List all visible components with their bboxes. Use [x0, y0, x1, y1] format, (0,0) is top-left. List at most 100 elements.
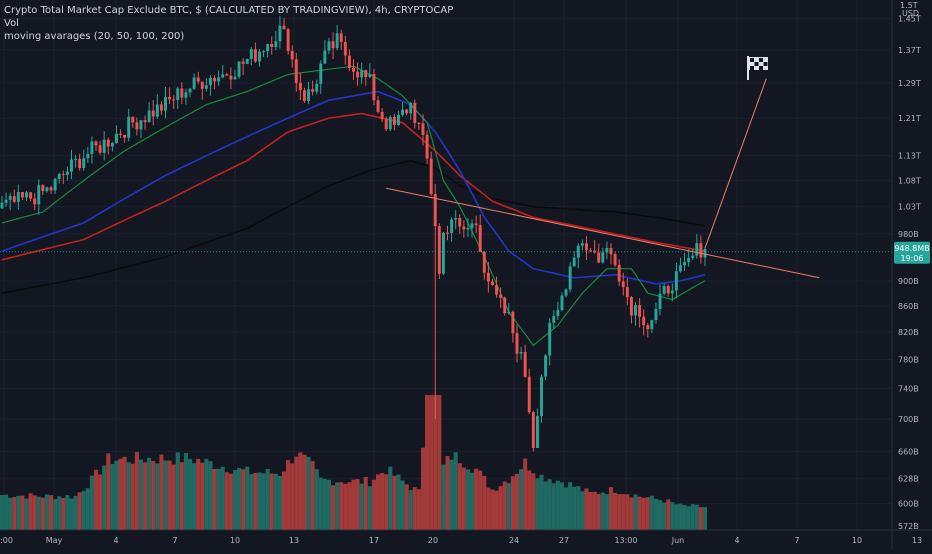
candle-body [433, 194, 437, 227]
volume-bar [396, 474, 401, 530]
volume-bar [637, 496, 642, 530]
candle-body [131, 116, 135, 123]
price-top-label: 1.5T [900, 1, 918, 10]
volume-bar [425, 395, 430, 530]
volume-bar [277, 475, 282, 530]
time-tick-label: 13 [289, 536, 299, 545]
price-tick-label: 660B [898, 447, 919, 456]
candle-body [339, 33, 343, 43]
candle-body [576, 245, 580, 258]
time-tick-label: 3:00 [0, 536, 13, 545]
volume-bar [36, 496, 41, 530]
volume-bar [486, 487, 491, 530]
volume-bar [126, 462, 131, 530]
volume-bar [151, 460, 156, 530]
candle-body [315, 83, 319, 92]
volume-bar [343, 483, 348, 530]
volume-bar [584, 488, 589, 530]
symbol-title[interactable]: Crypto Total Market Cap Exclude BTC, $ (… [4, 5, 454, 16]
candle-body [352, 67, 355, 72]
candle-body [94, 141, 98, 146]
candle-body [605, 248, 609, 253]
candle-body [20, 191, 24, 198]
volume-bar [273, 473, 278, 530]
candle-body [0, 202, 4, 209]
candle-body [331, 41, 335, 49]
volume-bar [363, 476, 368, 530]
candle-body [147, 110, 151, 122]
volume-bar [437, 395, 442, 530]
currency-label: USD [902, 9, 919, 18]
candle-body [258, 51, 261, 62]
projection-line [704, 78, 767, 249]
volume-bar [441, 464, 446, 530]
candle-body [155, 104, 159, 117]
candle-body [519, 352, 523, 354]
price-tick-label: 1.13T [898, 152, 921, 161]
price-tick-label: 1.37T [898, 46, 921, 55]
candle-body [360, 70, 364, 78]
candle-body [425, 134, 429, 159]
time-tick-label: 13:00 [614, 536, 637, 545]
candle-body [552, 316, 556, 323]
candle-body [372, 74, 376, 101]
price-tick-label: 740B [898, 384, 919, 393]
volume-bar [449, 459, 454, 530]
candle-body [29, 192, 33, 199]
volume-bar [555, 480, 560, 530]
volume-bar [204, 458, 209, 530]
candle-body [86, 153, 90, 159]
candle-body [625, 287, 629, 298]
volume-indicator-label[interactable]: Vol [4, 18, 19, 29]
candle-body [421, 123, 425, 135]
volume-bar [371, 479, 376, 530]
candle-body [135, 122, 139, 130]
volume-bar [224, 472, 229, 530]
candle-body [302, 90, 306, 102]
volume-bar [53, 499, 58, 530]
volume-bar [196, 458, 201, 530]
volume-bar [339, 482, 344, 530]
candle-body [364, 70, 368, 77]
candle-body [188, 88, 192, 93]
candle-body [114, 133, 118, 143]
volume-bar [192, 463, 197, 530]
candle-body [278, 25, 282, 42]
ma-indicator-label[interactable]: moving avarages (20, 50, 100, 200) [4, 31, 185, 42]
candle-body [572, 257, 576, 267]
chart-legend: Crypto Total Market Cap Exclude BTC, $ (… [4, 4, 453, 43]
volume-bar [662, 502, 667, 530]
price-tick-label: 820B [898, 328, 919, 337]
candle-body [233, 76, 237, 80]
volume-bar [241, 469, 246, 530]
volume-bar [375, 474, 381, 530]
volume-bar [469, 472, 475, 530]
volume-bar [600, 492, 605, 530]
volume-bar [506, 483, 511, 530]
candle-body [241, 61, 245, 64]
candle-body [237, 61, 241, 77]
candle-body [490, 281, 494, 286]
candle-body [53, 178, 57, 191]
volume-bar [576, 486, 581, 530]
candle-body [12, 196, 16, 202]
candle-body [37, 185, 41, 205]
volume-bar [380, 472, 385, 530]
price-tick-label: 1.08T [898, 177, 921, 186]
time-tick-label: 20 [428, 536, 438, 545]
volume-bar [16, 495, 21, 530]
candle-body [110, 142, 114, 147]
candle-body [274, 41, 278, 48]
candle-body [486, 272, 490, 282]
candle-body [245, 58, 249, 64]
candle-body [384, 119, 388, 130]
candle-body [503, 297, 507, 314]
flag-icon [747, 56, 768, 80]
volume-bar [702, 507, 708, 530]
candle-body [213, 77, 217, 82]
volume-bar [621, 494, 626, 530]
volume-bar [461, 467, 466, 530]
